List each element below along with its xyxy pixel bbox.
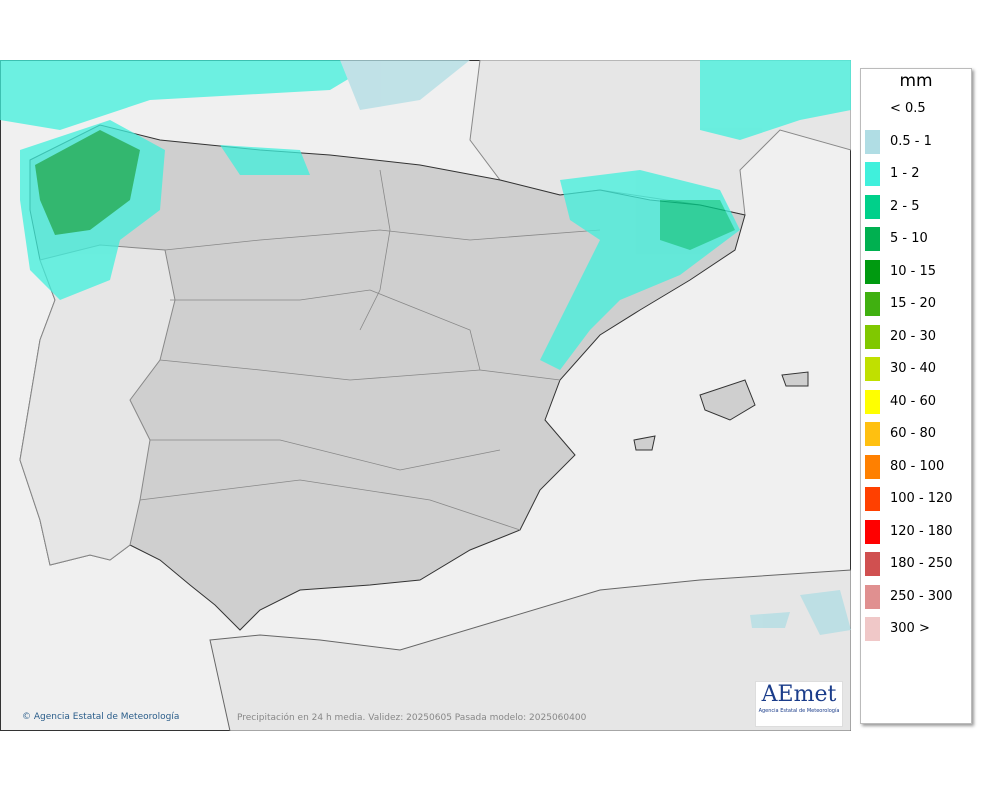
legend-label: 250 - 300 <box>890 588 953 604</box>
legend-swatch <box>865 454 880 479</box>
caption: Precipitación en 24 h media. Validez: 20… <box>237 713 587 723</box>
legend-label: 1 - 2 <box>890 166 920 181</box>
africa <box>209 569 851 731</box>
legend-swatch <box>865 552 880 576</box>
legend-label: 30 - 40 <box>890 361 937 376</box>
legend-swatch <box>865 97 880 121</box>
portugal <box>19 244 176 566</box>
logo-text: AEmet <box>761 682 837 707</box>
legend-label: 2 - 5 <box>890 198 920 214</box>
legend-swatch <box>865 259 880 284</box>
legend-label: 10 - 15 <box>890 263 937 279</box>
regions <box>139 169 601 531</box>
legend-swatch <box>865 357 880 381</box>
logo: AEmet Agencia Estatal de Meteorología <box>755 681 843 727</box>
credit: © Agencia Estatal de Meteorología <box>22 712 180 722</box>
legend-label: 180 - 250 <box>890 556 953 571</box>
ibiza <box>633 435 656 451</box>
legend-label: 80 - 100 <box>890 458 945 474</box>
legend-title: mm <box>899 71 933 91</box>
legend-label: 15 - 20 <box>890 296 937 311</box>
legend-label: 120 - 180 <box>890 523 953 539</box>
legend-label: 60 - 80 <box>890 426 937 441</box>
legend-swatch <box>865 617 880 641</box>
legend-swatch <box>865 227 880 251</box>
legend-swatch <box>865 519 880 544</box>
legend-swatch <box>865 162 880 186</box>
legend-swatch <box>865 389 880 414</box>
legend-swatch <box>865 422 880 446</box>
mallorca <box>699 379 756 421</box>
legend-label: 100 - 120 <box>890 491 953 506</box>
legend-swatch <box>865 292 880 316</box>
map <box>0 60 851 731</box>
legend-label: 5 - 10 <box>890 231 928 246</box>
legend-label: 300 > <box>890 621 930 636</box>
legend-swatch <box>865 194 880 219</box>
legend-swatch <box>865 324 880 349</box>
legend-label: 20 - 30 <box>890 328 937 344</box>
logo-subtitle: Agencia Estatal de Meteorología <box>758 708 840 714</box>
legend-label: 40 - 60 <box>890 393 937 409</box>
legend: mm < 0.5 0.5 - 1 1 - 2 2 - 5 5 - 10 10 - 15 15… <box>860 68 972 724</box>
legend-swatch <box>865 487 880 511</box>
legend-label: < 0.5 <box>890 101 926 116</box>
legend-swatch <box>865 584 880 609</box>
legend-label: 0.5 - 1 <box>890 133 932 149</box>
precipitation <box>0 60 851 635</box>
menorca <box>781 371 809 387</box>
legend-swatch <box>865 129 880 154</box>
